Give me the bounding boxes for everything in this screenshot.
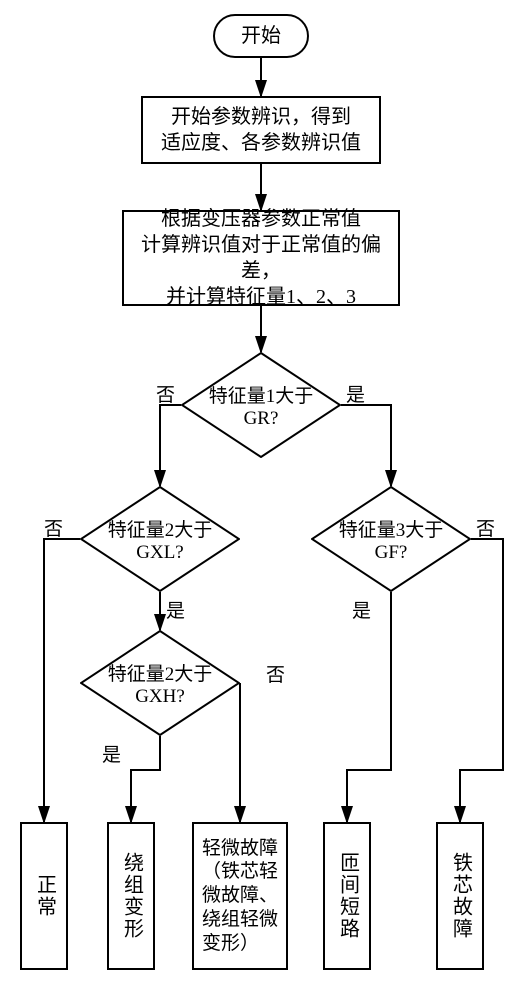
- process-1: 开始参数辨识，得到 适应度、各参数辨识值: [141, 96, 381, 164]
- d1-no-label: 否: [156, 380, 175, 407]
- decision-2-text: 特征量2大于 GXL?: [108, 515, 213, 564]
- process-2: 根据变压器参数正常值 计算辨识值对于正常值的偏差， 并计算特征量1、2、3: [122, 210, 400, 306]
- result-normal: 正常: [20, 822, 68, 970]
- decision-3: 特征量3大于 GF?: [311, 486, 471, 592]
- start-label: 开始: [241, 23, 281, 49]
- d3-yes-label: 是: [352, 596, 371, 623]
- start-node: 开始: [213, 14, 309, 58]
- decision-4: 特征量2大于 GXH?: [80, 630, 240, 736]
- result-minor-text: 轻微故障 （铁芯轻 微故障、 绕组轻微 变形）: [202, 837, 278, 956]
- d3-no-label: 否: [476, 514, 495, 541]
- result-turn-text: 匝间短路: [336, 852, 359, 940]
- decision-3-text: 特征量3大于 GF?: [339, 515, 444, 564]
- d2-no-label: 否: [44, 514, 63, 541]
- result-minor-fault: 轻微故障 （铁芯轻 微故障、 绕组轻微 变形）: [192, 822, 288, 970]
- process-2-text: 根据变压器参数正常值 计算辨识值对于正常值的偏差， 并计算特征量1、2、3: [128, 206, 394, 310]
- decision-1-text: 特征量1大于 GR?: [209, 381, 314, 430]
- result-turn-short: 匝间短路: [323, 822, 371, 970]
- result-winding-text: 绕组变形: [120, 852, 143, 940]
- decision-2: 特征量2大于 GXL?: [80, 486, 240, 592]
- result-normal-text: 正常: [33, 874, 56, 918]
- decision-1: 特征量1大于 GR?: [181, 352, 341, 458]
- d2-yes-label: 是: [166, 596, 185, 623]
- result-core-text: 铁芯故障: [449, 852, 472, 940]
- result-winding-deform: 绕组变形: [107, 822, 155, 970]
- decision-4-text: 特征量2大于 GXH?: [108, 659, 213, 708]
- result-core-fault: 铁芯故障: [436, 822, 484, 970]
- d1-yes-label: 是: [346, 380, 365, 407]
- d4-yes-label: 是: [102, 740, 121, 767]
- process-1-text: 开始参数辨识，得到 适应度、各参数辨识值: [161, 104, 361, 156]
- d4-no-label: 否: [266, 660, 285, 687]
